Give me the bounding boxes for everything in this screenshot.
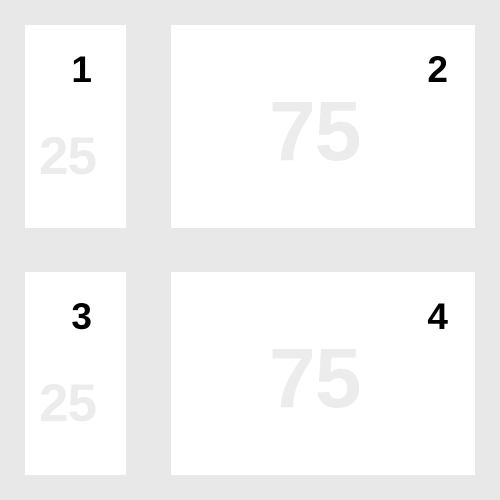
panel-number: 1 — [71, 49, 92, 90]
panel-width-label: 25 — [39, 127, 97, 186]
panel-4: 75 4 — [171, 272, 475, 475]
panel-2: 75 2 — [171, 25, 475, 228]
panel-number: 4 — [427, 296, 448, 337]
panel-width-label: 25 — [39, 374, 97, 433]
panel-width-label: 75 — [269, 331, 361, 425]
panel-3: 25 3 — [25, 272, 126, 475]
panel-number: 3 — [71, 296, 92, 337]
panel-width-label: 75 — [269, 84, 361, 178]
panel-number: 2 — [427, 49, 448, 90]
panel-1: 25 1 — [25, 25, 126, 228]
